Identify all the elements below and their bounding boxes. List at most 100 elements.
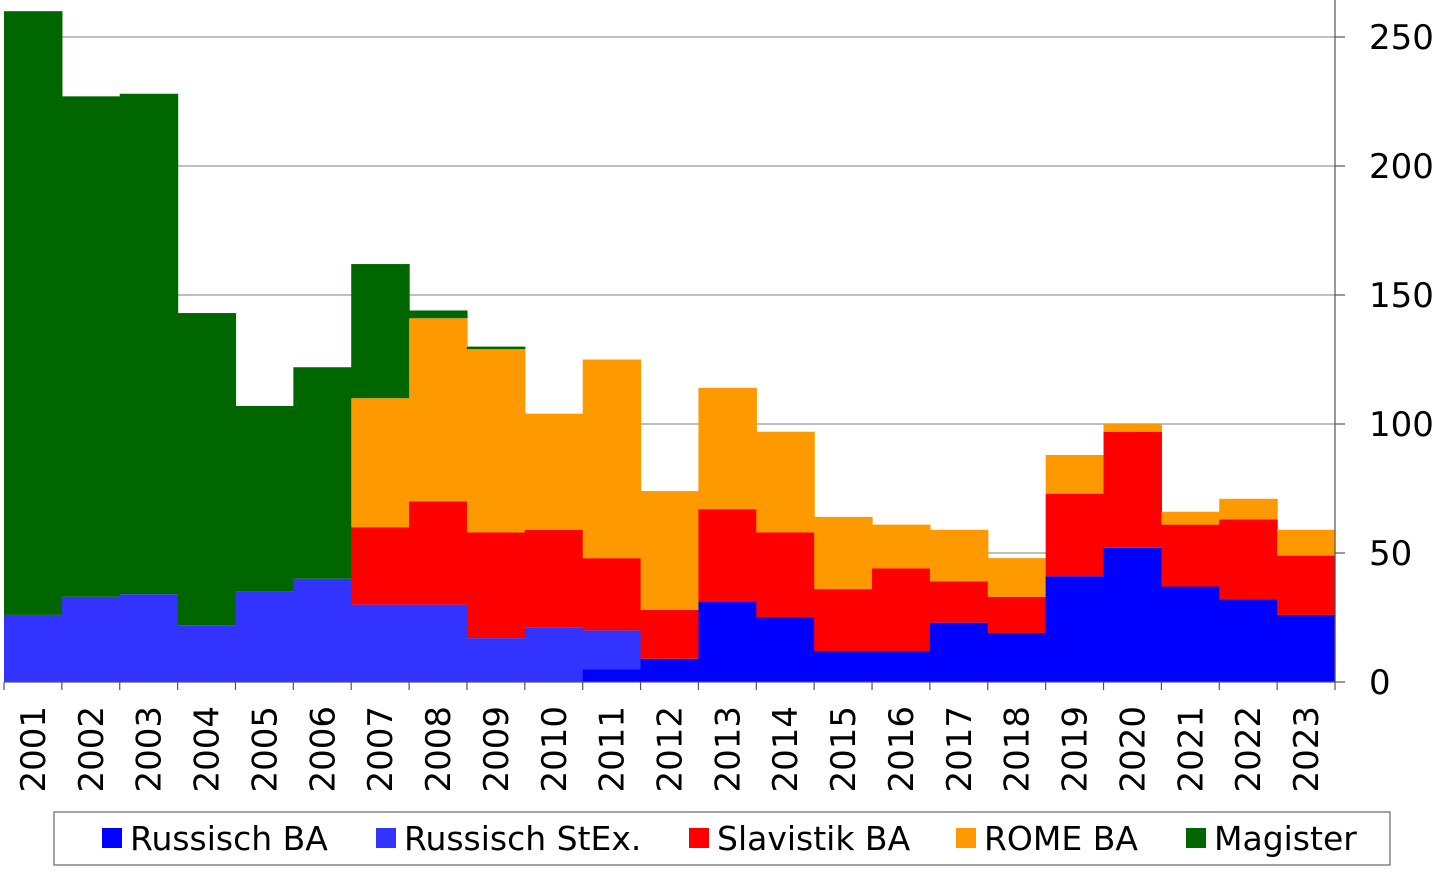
bar-segment — [698, 602, 757, 682]
bar-segment — [640, 658, 700, 682]
bar-segment — [4, 614, 63, 682]
bar-segment — [640, 491, 700, 610]
bar-segment — [524, 529, 584, 628]
x-tick-label: 2020 — [1113, 706, 1153, 793]
legend-label: ROME BA — [984, 819, 1138, 858]
legend-swatch — [689, 828, 709, 848]
bar-segment — [872, 651, 931, 682]
x-tick-labels: 2001 2002 2003 2004 2005 2006 2007 2008 2009 2010… — [14, 706, 1327, 793]
bar-segment — [466, 532, 526, 639]
bar-segment — [582, 630, 642, 670]
x-tick-label: 2022 — [1229, 706, 1269, 793]
x-tick-label: 2003 — [130, 706, 170, 793]
legend-box — [53, 811, 1391, 866]
bar-segment — [1219, 498, 1278, 520]
bar-segment — [1277, 555, 1336, 615]
legend-swatch — [956, 828, 976, 848]
bar-segment — [814, 589, 873, 652]
bar-segment — [987, 558, 1047, 597]
y-tick-label: 250 — [1369, 18, 1434, 58]
bar-segment — [929, 581, 989, 623]
bar-segment — [1103, 424, 1162, 432]
y-tick-label: 0 — [1369, 663, 1391, 703]
y-tick-labels: 0 50 100 150 200 250 — [1369, 18, 1434, 703]
bar-segment — [351, 398, 410, 528]
x-tick-label: 2007 — [361, 706, 401, 793]
bar-segment — [119, 594, 179, 682]
x-tick-label: 2004 — [188, 706, 228, 793]
bar-segment — [61, 96, 121, 597]
y-tick-label: 50 — [1369, 534, 1412, 574]
legend: Russisch BA Russisch StEx. Slavistik BA ROM… — [53, 811, 1391, 866]
legend-label: Magister — [1214, 819, 1357, 858]
x-tick-label: 2015 — [824, 706, 864, 793]
bar-segment — [814, 651, 873, 682]
bar-segment — [987, 596, 1047, 633]
bar-segment — [1161, 511, 1220, 525]
bar-segment — [466, 346, 526, 350]
bar-segment — [1277, 614, 1336, 682]
legend-swatch — [102, 828, 122, 848]
bar-segment — [466, 638, 526, 682]
bar-segment — [351, 604, 410, 682]
bar-segment — [1045, 576, 1105, 682]
bar-segment — [409, 310, 468, 319]
bar-segment — [814, 516, 873, 590]
legend-swatch — [1186, 828, 1206, 848]
legend-swatch — [376, 828, 396, 848]
bar-segment — [4, 11, 63, 615]
x-tick-label: 2010 — [535, 706, 575, 793]
bar-segment — [872, 568, 931, 652]
bar-segment — [756, 431, 815, 533]
bar-segment — [987, 632, 1047, 682]
bar-segment — [177, 625, 237, 682]
bar-segment — [409, 501, 468, 605]
legend-label: Russisch StEx. — [404, 819, 641, 858]
bar-segment — [756, 617, 815, 682]
bar-segment — [872, 524, 931, 569]
legend-label: Russisch BA — [130, 819, 328, 858]
x-tick-label: 2019 — [1056, 706, 1096, 793]
bar-segment — [698, 387, 757, 510]
bar-segment — [929, 622, 989, 682]
bar-segment — [524, 627, 584, 682]
axes — [3, 0, 1345, 690]
x-tick-label: 2009 — [477, 706, 517, 793]
bar-segment — [293, 578, 352, 682]
bar-segment — [582, 558, 642, 631]
bar-segment — [524, 413, 584, 530]
bar-segment — [1161, 524, 1220, 587]
bar-segment — [1103, 431, 1162, 548]
bar-segment — [119, 93, 179, 595]
x-tick-label: 2006 — [303, 706, 343, 793]
bar-segment — [698, 509, 757, 603]
bar-segment — [293, 367, 352, 579]
y-tick-label: 200 — [1369, 147, 1434, 187]
bar-segment — [1045, 454, 1105, 494]
x-tick-label: 2013 — [708, 706, 748, 793]
bar-segment — [582, 359, 642, 559]
bar-segment — [1219, 599, 1278, 682]
x-tick-label: 2016 — [882, 706, 922, 793]
x-tick-label: 2021 — [1171, 706, 1211, 793]
bar-segment — [582, 669, 642, 682]
y-tick-label: 100 — [1369, 405, 1434, 445]
x-tick-label: 2011 — [593, 706, 633, 793]
x-tick-label: 2001 — [14, 706, 54, 793]
bar-segment — [1045, 493, 1105, 577]
x-tick-label: 2017 — [940, 706, 980, 793]
bar-segment — [1103, 547, 1162, 682]
bar-segment — [1277, 529, 1336, 556]
bar-segment — [351, 527, 410, 605]
bar-segment — [1161, 586, 1220, 682]
bar-segment — [466, 349, 526, 533]
x-tick-label: 2023 — [1287, 706, 1327, 793]
bars — [4, 11, 1336, 682]
bar-segment — [1219, 519, 1278, 600]
legend-label: Slavistik BA — [717, 819, 911, 858]
bar-segment — [756, 532, 815, 618]
bar-segment — [351, 264, 410, 399]
x-tick-label: 2005 — [245, 706, 285, 793]
bar-segment — [235, 405, 294, 592]
